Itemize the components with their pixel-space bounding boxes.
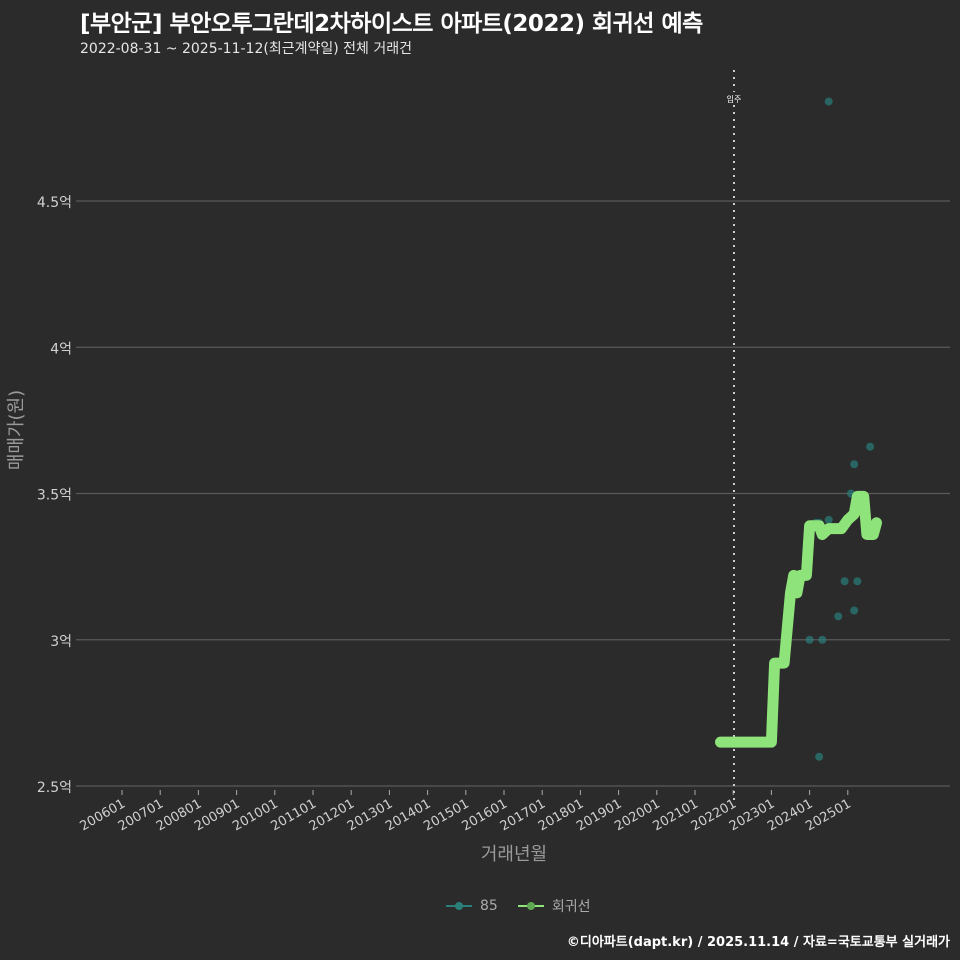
y-tick-label: 4.5억 xyxy=(37,195,72,211)
y-axis-ticks: 2.5억 3억 3.5억 4억 4.5억 xyxy=(37,195,72,796)
legend-label-85: 85 xyxy=(480,898,498,914)
source-footer: ©디아파트(dapt.kr) / 2025.11.14 / 자료=국토교통부 실… xyxy=(566,935,950,950)
gridlines xyxy=(76,200,950,787)
legend-item-85: 85 xyxy=(446,898,498,914)
y-axis-label: 매매가(원) xyxy=(6,390,27,470)
y-tick-label: 3.5억 xyxy=(37,488,72,504)
scatter-point xyxy=(840,577,849,586)
scatter-series-85 xyxy=(802,97,875,761)
scatter-point xyxy=(850,606,859,615)
legend: 85 회귀선 xyxy=(446,896,600,916)
regression-line xyxy=(715,490,882,748)
y-tick-label: 2.5억 xyxy=(37,780,72,796)
scatter-point xyxy=(853,577,862,586)
legend-swatch-regression-icon xyxy=(517,900,544,912)
scatter-point xyxy=(824,97,833,106)
scatter-point xyxy=(815,752,824,761)
scatter-point xyxy=(818,635,827,644)
regression-polyline xyxy=(715,490,882,748)
x-axis-label: 거래년월 xyxy=(481,844,547,865)
scatter-point xyxy=(805,635,814,644)
y-tick-label: 4억 xyxy=(50,341,72,357)
scatter-point xyxy=(866,442,875,451)
scatter-point xyxy=(824,515,833,524)
move-in-label: 입주 xyxy=(727,95,742,104)
legend-swatch-85-icon xyxy=(446,900,472,912)
scatter-point xyxy=(850,460,859,469)
legend-item-regression: 회귀선 xyxy=(517,896,591,916)
chart-subtitle: 2022-08-31 ~ 2025-11-12(최근계약일) 전체 거래건 xyxy=(80,41,412,57)
x-axis-ticks: 2006012007012008012009012010012011012012… xyxy=(78,790,854,834)
scatter-point xyxy=(834,612,843,621)
y-tick-label: 3억 xyxy=(50,634,72,650)
move-in-annotation: 입주 xyxy=(725,70,743,800)
legend-label-regression: 회귀선 xyxy=(551,899,591,915)
chart-title: [부안군] 부안오투그란데2차하이스트 아파트(2022) 회귀선 예측 xyxy=(80,11,703,37)
